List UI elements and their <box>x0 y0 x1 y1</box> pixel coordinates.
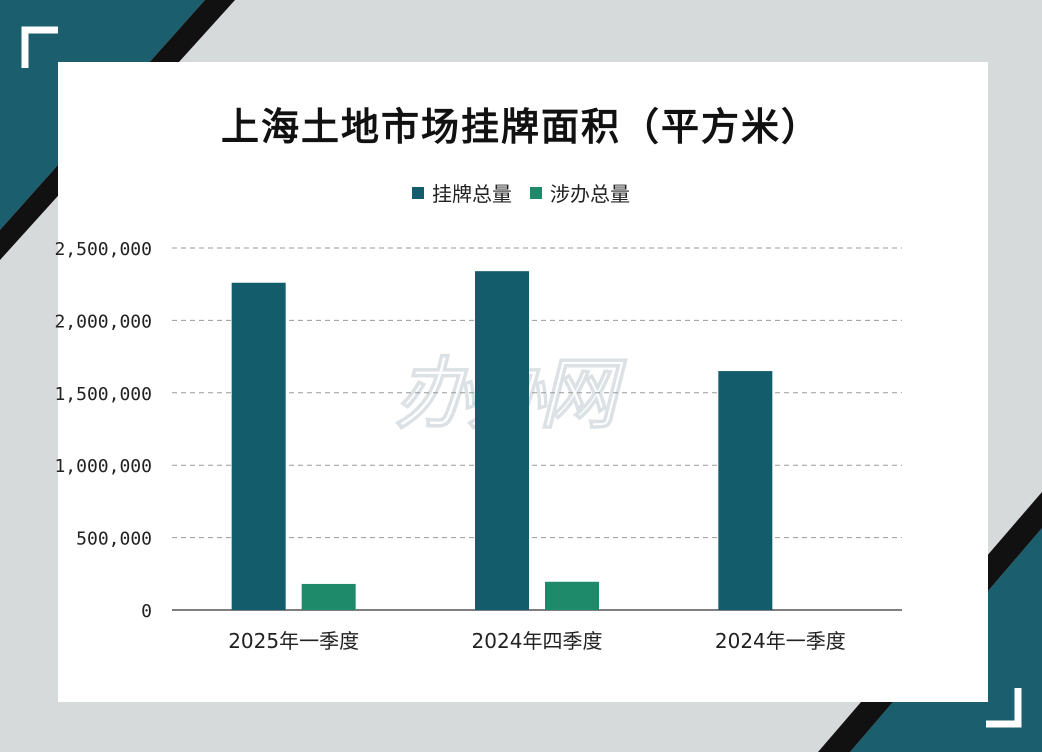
bar <box>231 282 286 610</box>
y-tick-label: 0 <box>141 601 152 622</box>
x-tick-label: 2025年一季度 <box>228 629 359 653</box>
y-tick-label: 1,500,000 <box>54 384 152 405</box>
y-tick-label: 2,500,000 <box>54 239 152 260</box>
chart-legend: 挂牌总量 涉办总量 <box>0 178 1042 207</box>
legend-item-involved: 涉办总量 <box>530 178 630 207</box>
bar <box>301 583 356 610</box>
x-tick-label: 2024年四季度 <box>472 629 603 653</box>
bar <box>545 581 599 610</box>
legend-label-involved: 涉办总量 <box>550 182 630 206</box>
legend-item-total: 挂牌总量 <box>412 178 512 207</box>
bar <box>718 371 773 610</box>
y-tick-label: 1,000,000 <box>54 456 152 477</box>
y-tick-label: 500,000 <box>76 529 152 550</box>
x-tick-label: 2024年一季度 <box>715 629 846 653</box>
legend-swatch-total <box>412 186 424 199</box>
chart-title: 上海土地市场挂牌面积（平方米） <box>220 104 821 149</box>
legend-label-total: 挂牌总量 <box>432 182 512 206</box>
y-tick-label: 2,000,000 <box>54 311 152 332</box>
bar <box>475 271 529 610</box>
legend-swatch-involved <box>530 186 542 199</box>
